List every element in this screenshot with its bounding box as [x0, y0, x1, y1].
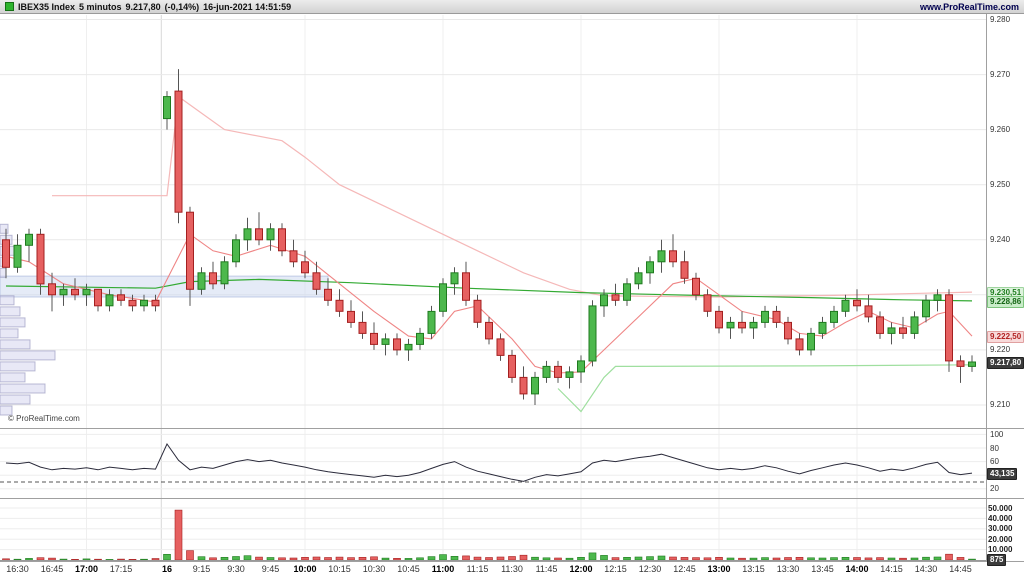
price-tick-label: 9.240: [990, 235, 1011, 245]
volume-tick-label: 20.000: [988, 534, 1013, 544]
time-label: 12:45: [673, 564, 696, 574]
time-label: 11:15: [466, 564, 489, 574]
price-tick-label: 9.220: [990, 345, 1011, 355]
datetime-label: 16-jun-2021 14:51:59: [203, 1, 292, 12]
time-label: 9:30: [227, 564, 245, 574]
price-tick-label: 9.270: [990, 70, 1011, 80]
volume-tick-label: 40.000: [988, 513, 1013, 523]
time-label: 14:15: [880, 564, 903, 574]
price-tick-label: 9.250: [990, 180, 1011, 190]
price-tick-label: 9.260: [990, 125, 1011, 135]
last-price-label: 9.217,80: [125, 1, 161, 12]
time-label: 13:45: [811, 564, 834, 574]
time-label: 16: [161, 564, 173, 574]
time-label: 14:00: [845, 564, 869, 574]
time-label: 17:15: [109, 564, 133, 574]
time-label: 16:45: [40, 564, 64, 574]
chart-header: IBEX35 Index 5 minutos 9.217,80 (-0,14%)…: [0, 0, 1024, 14]
time-label: 10:15: [328, 564, 351, 574]
time-label: 17:00: [74, 564, 99, 574]
volume-value-badge: 875: [987, 553, 1007, 566]
volume-tick-label: 10.000: [988, 545, 1013, 555]
time-label: 9:15: [192, 564, 211, 574]
time-label: 12:00: [569, 564, 593, 574]
instrument-icon: [5, 2, 14, 11]
time-label: 16:30: [6, 564, 29, 574]
prorealtime-link[interactable]: www.ProRealTime.com: [919, 1, 1019, 12]
time-label: 13:30: [776, 564, 800, 574]
price-badge: 9.217,80: [987, 356, 1024, 369]
time-label: 10:45: [397, 564, 420, 574]
oscillator-tick-label: 20: [990, 484, 999, 494]
time-label: 11:00: [431, 564, 455, 574]
time-label: 13:15: [742, 564, 765, 574]
timeframe-label: 5 minutos: [79, 1, 122, 12]
time-label: 10:30: [362, 564, 386, 574]
time-label: 14:30: [914, 564, 938, 574]
time-label: 11:30: [501, 564, 523, 574]
price-badge: 9.228,86: [987, 295, 1024, 308]
instrument-name: IBEX35 Index: [18, 1, 76, 12]
oscillator-value-badge: 43,135: [987, 467, 1018, 480]
volume-tick-label: 50.000: [988, 503, 1013, 513]
time-label: 10:00: [293, 564, 317, 574]
time-label: 13:00: [707, 564, 731, 574]
time-label: 12:30: [638, 564, 662, 574]
price-tick-label: 9.280: [990, 15, 1011, 24]
oscillator-tick-label: 80: [990, 443, 999, 453]
volume-tick-label: 30.000: [988, 524, 1013, 534]
price-tick-label: 9.210: [990, 400, 1011, 410]
time-label: 14:45: [949, 564, 972, 574]
time-label: 11:45: [535, 564, 558, 574]
change-percent-label: (-0,14%): [164, 1, 200, 12]
time-label: 9:45: [261, 564, 280, 574]
price-badge: 9.222,50: [987, 330, 1024, 343]
oscillator-tick-label: 60: [990, 457, 999, 467]
oscillator-tick-label: 100: [990, 429, 1004, 439]
time-label: 12:15: [604, 564, 627, 574]
copyright-label: © ProRealTime.com: [8, 414, 80, 423]
